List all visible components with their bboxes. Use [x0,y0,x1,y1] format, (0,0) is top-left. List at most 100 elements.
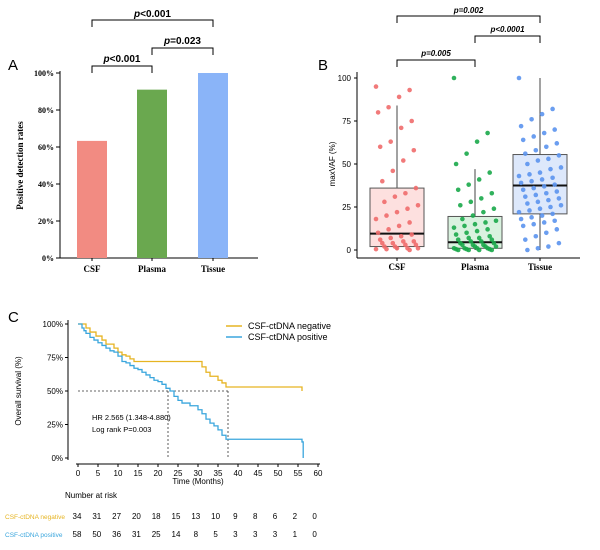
b-data-point [455,247,461,253]
c-risk-count: 8 [194,530,199,539]
b-data-point [550,175,555,181]
b-data-point [380,178,385,184]
c-risk-count: 31 [92,512,101,521]
b-data-point [489,190,495,196]
b-data-point [539,177,545,182]
b-data-point [407,87,412,93]
b-data-point [544,144,549,150]
a-y-tick-label: 100% [34,69,54,78]
b-data-point [396,94,402,100]
b-y-tick-label: 75 [342,117,351,126]
b-data-point [554,189,560,194]
c-risk-count: 8 [253,512,258,521]
b-data-point [558,165,564,170]
b-data-point [546,197,551,203]
c-risk-count: 10 [211,512,220,521]
b-significance-bracket [474,35,541,43]
b-data-point [485,227,490,232]
a-bar-tissue [198,73,228,258]
b-data-point [386,227,391,232]
a-x-tick-label: Plasma [138,264,166,274]
b-data-point [541,220,547,225]
b-data-point [375,110,381,115]
b-data-point [401,158,406,163]
b-data-point [377,144,383,150]
b-data-point [479,196,484,201]
c-legend-label: CSF-ctDNA negative [248,321,331,331]
b-data-point [531,134,536,139]
b-data-point [487,170,493,175]
a-bar-csf [77,140,107,258]
b-data-point [491,206,497,212]
a-p-value-label: p<0.001 [103,54,141,65]
b-significance-bracket [396,15,541,23]
b-data-point [489,237,495,242]
b-data-point [552,182,557,187]
b-data-point [523,151,528,156]
b-data-point [533,147,539,153]
b-data-point [394,209,400,215]
b-data-point [455,187,461,193]
c-x-tick-label: 25 [174,469,183,478]
b-data-point [539,111,545,117]
a-y-tick-label: 20% [38,217,54,226]
c-x-tick-label: 45 [254,469,263,478]
b-data-point [518,123,524,129]
b-data-point [403,190,408,196]
b-data-point [380,240,385,246]
b-data-point [546,244,551,249]
b-data-point [554,227,560,232]
c-series-negative [78,323,303,391]
b-data-point [481,209,486,215]
b-data-point [466,182,472,187]
b-data-point [409,118,415,124]
b-data-point [520,223,526,229]
b-data-point [405,206,410,212]
c-risk-count: 2 [293,512,298,521]
b-data-point [479,239,484,244]
b-data-point [390,240,396,246]
c-y-tick-label: 25% [47,421,63,430]
c-risk-count: 5 [213,530,218,539]
b-data-point [390,168,396,174]
b-data-point [407,220,412,225]
c-risk-count: 31 [132,530,141,539]
b-data-point [476,177,482,182]
b-data-point [527,172,532,177]
b-data-point [394,245,400,251]
c-x-tick-label: 30 [194,469,203,478]
b-data-point [415,202,421,208]
b-data-point [377,237,383,242]
b-data-point [474,139,480,144]
b-p-value-label: p=0.005 [420,49,451,58]
b-data-point [520,187,526,193]
b-data-point [455,237,461,242]
b-data-point [398,233,404,239]
c-risk-count: 34 [73,512,82,521]
c-risk-count: 14 [172,530,181,539]
c-x-tick-label: 10 [114,469,123,478]
b-data-point [554,141,560,146]
b-data-point [470,213,476,218]
c-risk-count: 25 [152,530,161,539]
b-data-point [550,106,555,112]
b-data-point [520,137,526,143]
b-data-point [489,247,495,253]
b-data-point [415,245,421,251]
c-risk-count: 15 [172,512,181,521]
b-data-point [531,185,536,191]
b-data-point [529,116,534,122]
b-data-point [518,180,524,186]
c-y-tick-label: 50% [47,387,63,396]
b-data-point [544,190,549,196]
b-data-point [535,158,541,163]
b-data-point [550,211,555,217]
c-risk-row-label: CSF-ctDNA positive [5,532,63,539]
b-data-point [384,213,389,218]
b-y-axis-title: maxVAF (%) [328,141,337,186]
c-x-tick-label: 15 [134,469,143,478]
b-x-tick-label: Plasma [461,262,489,272]
b-data-point [392,194,398,199]
b-data-point [541,184,547,189]
